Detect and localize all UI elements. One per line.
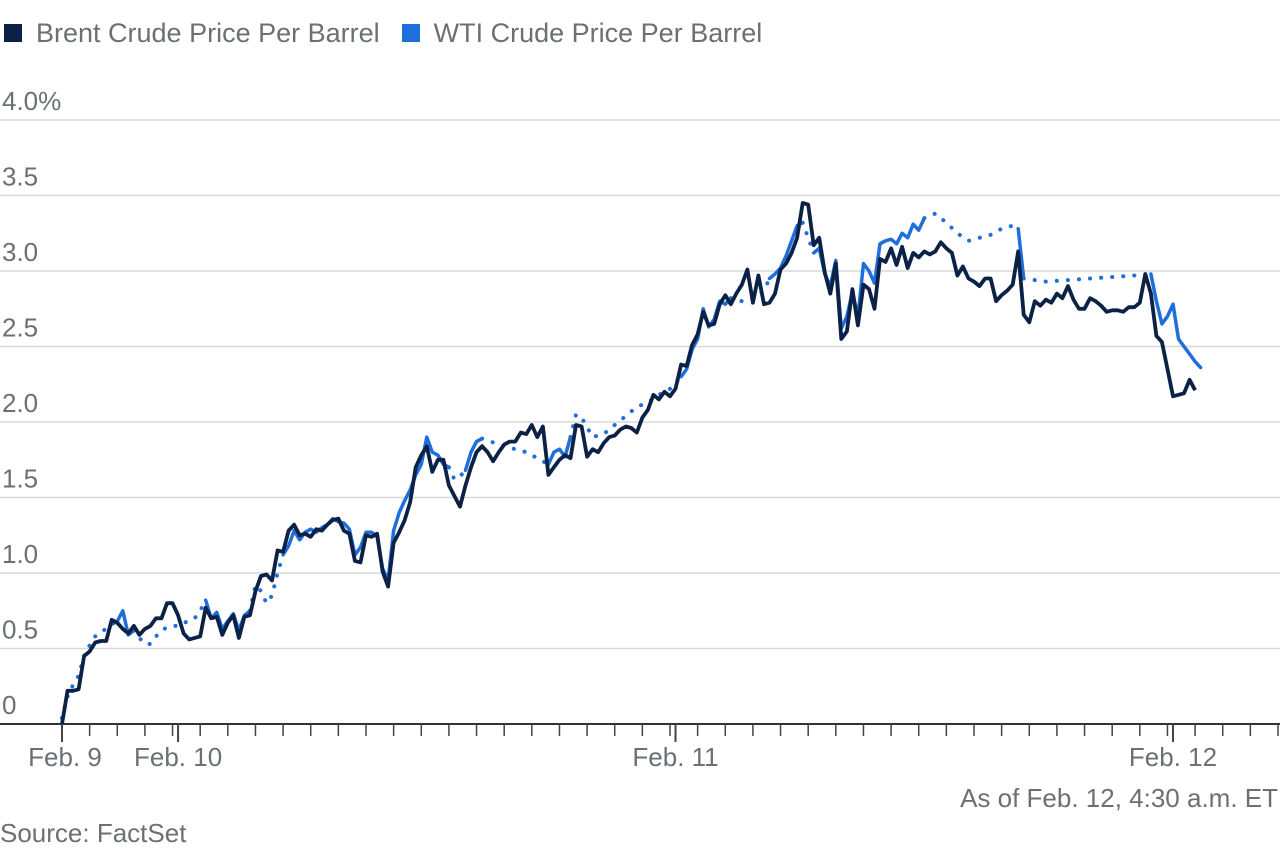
wti-series-line [60,622,114,720]
x-axis: Feb. 9 Feb. 10 Feb. 11 Feb. 12 [0,723,1280,772]
y-axis-ticks: 0 0.5 1.0 1.5 2.0 2.5 3.0 3.5 4.0% [2,86,61,720]
wti-series-line [463,436,484,473]
y-tick-label: 1.0 [2,539,38,569]
legend-item-brent[interactable]: Brent Crude Price Per Barrel [4,18,380,49]
y-tick-label: 2.5 [2,313,38,343]
x-tick-label: Feb. 12 [1129,742,1217,772]
brent-series-line [60,201,1197,725]
y-tick-label: 3.0 [2,237,38,267]
source-note: Source: FactSet [0,818,187,848]
as-of-note: As of Feb. 12, 4:30 a.m. ET [960,783,1278,813]
y-tick-label: 3.5 [2,162,38,192]
legend-label-wti: WTI Crude Price Per Barrel [433,17,763,48]
x-tick-label: Feb. 10 [134,742,222,772]
y-tick-label: 0.5 [2,615,38,645]
x-tick-label: Feb. 11 [632,742,718,772]
gridlines [0,119,1280,650]
wti-series-line [767,220,805,281]
legend-swatch-wti [401,24,420,42]
chart-legend: Brent Crude Price Per Barrel WTI Crude P… [4,16,784,50]
y-tick-label: 1.5 [2,464,38,494]
wti-series-line [811,216,927,331]
wti-series-line [480,436,551,467]
series-lines [60,201,1203,725]
wti-series-line [1149,272,1203,370]
x-tick-label: Feb. 9 [28,742,102,772]
legend-swatch-brent [4,24,22,42]
wti-series-line [922,211,1021,243]
legend-label-brent: Brent Crude Price Per Barrel [36,17,380,48]
y-tick-label: 0 [2,690,16,720]
legend-item-wti[interactable]: WTI Crude Price Per Barrel [401,17,763,49]
y-tick-label: 4.0% [2,86,61,116]
wti-series-line [247,552,286,613]
wti-series-line [1016,226,1026,281]
wti-series-line [446,465,468,482]
wti-series-line [281,435,451,583]
wti-series-line [1021,272,1153,284]
wti-series-line [546,435,573,467]
y-tick-label: 2.0 [2,388,38,418]
